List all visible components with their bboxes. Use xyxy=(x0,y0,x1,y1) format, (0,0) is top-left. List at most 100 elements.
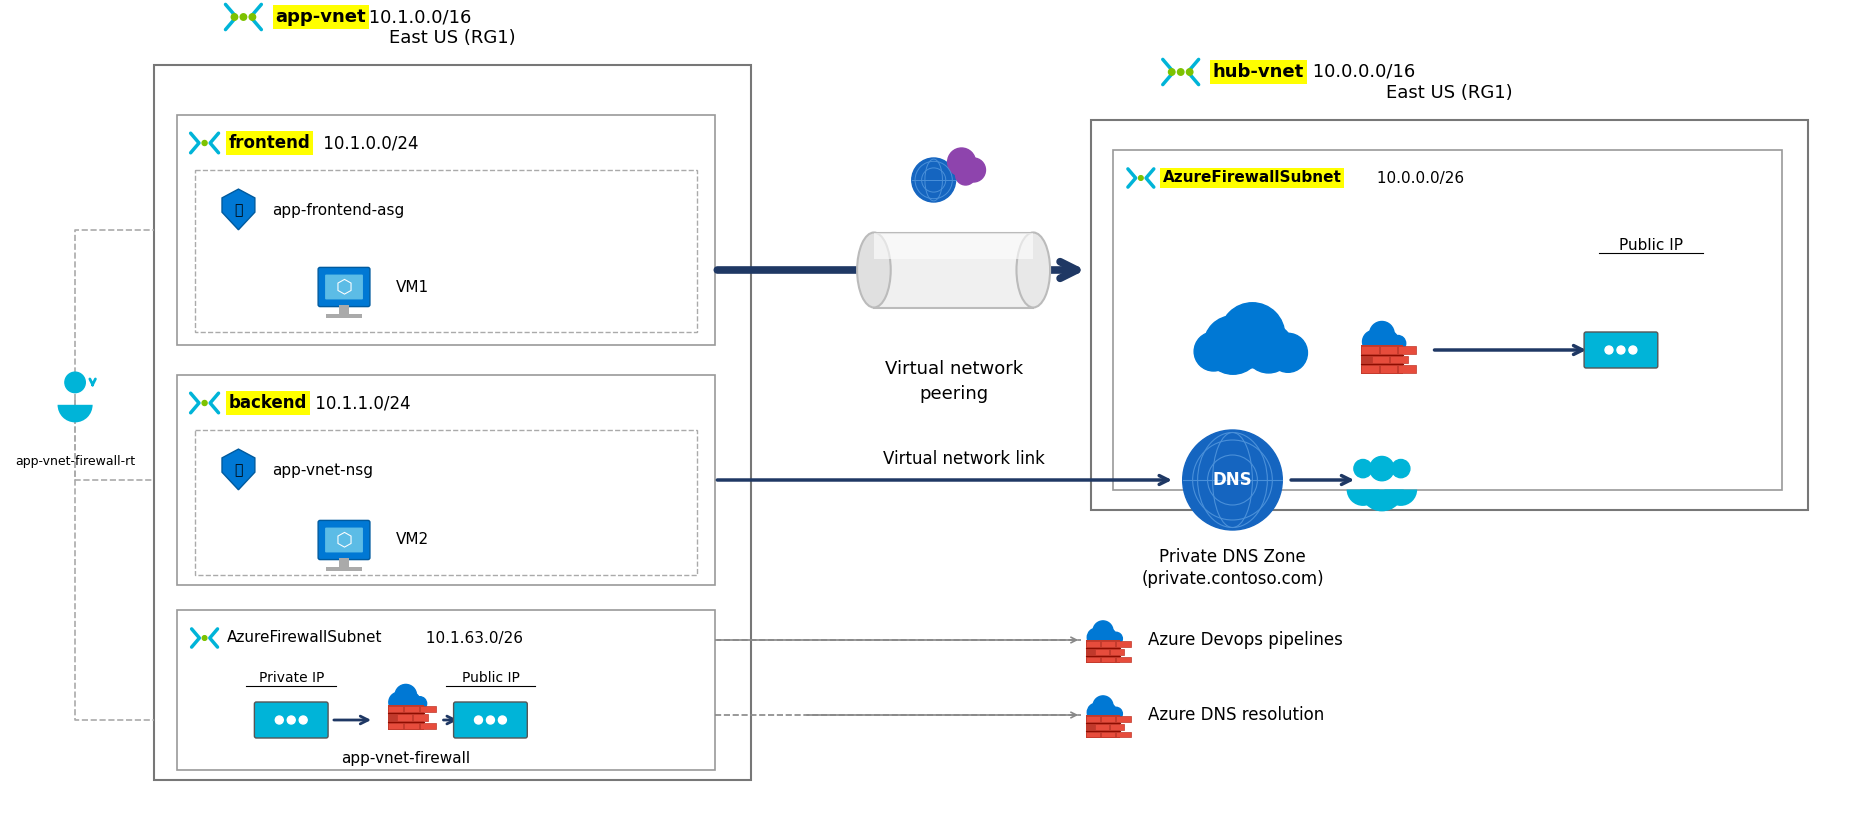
Circle shape xyxy=(1369,456,1393,481)
Circle shape xyxy=(498,716,507,724)
Text: 10.0.0.0/26: 10.0.0.0/26 xyxy=(1370,170,1463,185)
Bar xyxy=(1109,724,1123,730)
Bar xyxy=(1086,640,1120,663)
Circle shape xyxy=(202,141,206,146)
Text: AzureFirewallSubnet: AzureFirewallSubnet xyxy=(1162,170,1341,185)
Bar xyxy=(1398,365,1415,373)
Circle shape xyxy=(1220,303,1283,368)
FancyBboxPatch shape xyxy=(318,520,370,559)
Text: app-frontend-asg: app-frontend-asg xyxy=(273,202,405,218)
Text: Virtual network: Virtual network xyxy=(884,360,1021,378)
Text: DNS: DNS xyxy=(1213,471,1252,489)
Bar xyxy=(1116,716,1131,722)
Text: backend: backend xyxy=(228,394,306,412)
Circle shape xyxy=(1168,69,1174,75)
Bar xyxy=(176,375,715,585)
Circle shape xyxy=(1369,322,1393,346)
Circle shape xyxy=(962,158,984,182)
Bar xyxy=(1116,657,1131,663)
Bar xyxy=(1086,641,1099,647)
Text: 🔒: 🔒 xyxy=(234,463,243,477)
Ellipse shape xyxy=(856,233,890,307)
Bar xyxy=(412,714,427,721)
Text: ⬡: ⬡ xyxy=(336,531,353,550)
Polygon shape xyxy=(221,189,254,230)
Bar xyxy=(1361,346,1378,354)
FancyBboxPatch shape xyxy=(254,702,329,738)
Bar xyxy=(420,706,435,713)
Bar xyxy=(195,170,696,332)
Text: Virtual network link: Virtual network link xyxy=(882,450,1044,468)
Text: app-vnet-firewall-rt: app-vnet-firewall-rt xyxy=(15,455,136,468)
Bar xyxy=(327,568,362,571)
Circle shape xyxy=(1244,324,1292,373)
Circle shape xyxy=(1092,696,1112,716)
Circle shape xyxy=(1099,628,1116,644)
Text: VM2: VM2 xyxy=(396,532,429,547)
Polygon shape xyxy=(221,449,254,490)
Bar xyxy=(1370,355,1389,363)
Circle shape xyxy=(1361,330,1385,353)
FancyBboxPatch shape xyxy=(453,702,527,738)
Text: 10.1.63.0/26: 10.1.63.0/26 xyxy=(420,631,522,645)
Bar xyxy=(388,723,403,729)
Text: East US (RG1): East US (RG1) xyxy=(1385,84,1512,102)
Circle shape xyxy=(487,716,494,724)
Circle shape xyxy=(1378,331,1396,350)
Circle shape xyxy=(947,148,975,176)
Bar xyxy=(1101,731,1114,737)
Text: VM1: VM1 xyxy=(396,279,429,295)
Bar xyxy=(1109,649,1123,654)
Bar xyxy=(1101,657,1114,663)
Bar xyxy=(1389,355,1408,363)
Circle shape xyxy=(1138,175,1142,180)
Circle shape xyxy=(1109,632,1122,645)
Bar xyxy=(1094,649,1109,654)
Circle shape xyxy=(299,716,306,724)
Circle shape xyxy=(403,692,420,709)
Text: app-vnet: app-vnet xyxy=(275,8,366,26)
Circle shape xyxy=(1354,459,1370,477)
Circle shape xyxy=(1187,69,1192,75)
Circle shape xyxy=(474,716,483,724)
Bar xyxy=(403,706,420,713)
Circle shape xyxy=(65,372,85,392)
Circle shape xyxy=(1391,459,1409,477)
Bar xyxy=(873,233,1032,259)
Circle shape xyxy=(240,14,247,20)
Bar xyxy=(327,314,362,318)
Text: peering: peering xyxy=(919,385,988,403)
Bar xyxy=(1116,641,1131,647)
Bar xyxy=(388,705,423,731)
Bar xyxy=(403,723,420,729)
Text: Azure DNS resolution: Azure DNS resolution xyxy=(1148,706,1324,724)
Text: 10.1.0.0/16: 10.1.0.0/16 xyxy=(362,8,472,26)
FancyBboxPatch shape xyxy=(1584,332,1656,368)
Text: app-vnet-firewall: app-vnet-firewall xyxy=(342,750,470,766)
Wedge shape xyxy=(1346,490,1378,506)
Circle shape xyxy=(388,692,409,713)
Bar xyxy=(176,115,715,345)
Circle shape xyxy=(1389,336,1406,351)
Bar xyxy=(1398,346,1415,354)
Circle shape xyxy=(396,685,416,706)
Circle shape xyxy=(1194,332,1233,371)
Circle shape xyxy=(1203,316,1261,374)
Bar xyxy=(420,723,435,729)
Bar xyxy=(1101,716,1114,722)
Wedge shape xyxy=(1359,490,1402,511)
Bar xyxy=(1086,715,1120,739)
Ellipse shape xyxy=(1016,233,1049,307)
Circle shape xyxy=(230,14,238,20)
Text: 10.1.0.0/24: 10.1.0.0/24 xyxy=(318,134,418,152)
FancyBboxPatch shape xyxy=(325,274,362,300)
Bar xyxy=(340,305,349,314)
FancyBboxPatch shape xyxy=(873,233,1032,307)
Text: 10.0.0.0/16: 10.0.0.0/16 xyxy=(1307,63,1415,81)
Bar xyxy=(1086,731,1099,737)
Bar xyxy=(1094,724,1109,730)
Circle shape xyxy=(288,716,295,724)
Circle shape xyxy=(954,165,975,185)
Circle shape xyxy=(1086,703,1105,722)
Text: (private.contoso.com): (private.contoso.com) xyxy=(1140,570,1322,588)
